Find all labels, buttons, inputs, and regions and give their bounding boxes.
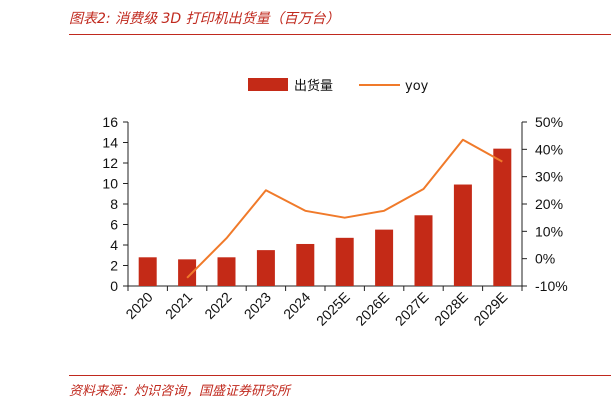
top-rule xyxy=(69,34,611,35)
bar xyxy=(335,237,354,286)
y-right-tick-label: -10% xyxy=(535,278,568,294)
y-right-tick-label: 50% xyxy=(535,114,563,130)
y-left-tick-label: 0 xyxy=(110,278,118,294)
y-right-tick-label: 40% xyxy=(535,141,563,157)
y-right-tick-label: 30% xyxy=(535,169,563,185)
bar xyxy=(217,257,236,286)
yoy-line xyxy=(186,138,503,279)
y-left-tick-label: 10 xyxy=(102,176,118,192)
x-tick-label: 2025E xyxy=(313,289,353,329)
bar xyxy=(453,184,472,286)
bar xyxy=(256,250,275,286)
bar xyxy=(178,259,197,286)
bar xyxy=(414,215,433,286)
figure-title: 图表2: 消费级 3D 打印机出货量（百万台） xyxy=(69,11,340,27)
x-tick-label: 2027E xyxy=(392,289,432,329)
bar xyxy=(493,148,512,286)
x-tick-label: 2020 xyxy=(122,289,155,322)
bar xyxy=(296,243,315,286)
legend-label-line: yoy xyxy=(405,79,429,94)
y-left-tick-label: 2 xyxy=(110,258,118,274)
source-note: 资料来源：灼识咨询，国盛证券研究所 xyxy=(69,384,291,399)
y-left-tick-label: 14 xyxy=(102,135,118,151)
bottom-rule xyxy=(69,375,611,376)
x-tick-label: 2029E xyxy=(470,289,510,329)
legend: 出货量 yoy xyxy=(248,78,429,94)
y-right-tick-label: 20% xyxy=(535,196,563,212)
y-left-tick-label: 6 xyxy=(110,217,118,233)
bar xyxy=(138,257,157,286)
x-tick-label: 2021 xyxy=(162,289,195,322)
legend-label-bar: 出货量 xyxy=(294,78,333,94)
y-right-tick-label: 0% xyxy=(535,251,555,267)
y-left-tick-label: 4 xyxy=(110,237,118,253)
y-left-tick-label: 16 xyxy=(102,114,118,130)
x-tick-label: 2028E xyxy=(431,289,471,329)
y-right-tick-label: 10% xyxy=(535,223,563,239)
x-tick-label: 2023 xyxy=(241,289,274,322)
bar xyxy=(375,229,394,286)
yoy-series-line xyxy=(186,138,503,279)
x-tick-label: 2024 xyxy=(280,289,313,322)
y-left-tick-label: 12 xyxy=(102,155,118,171)
x-tick-label: 2022 xyxy=(201,289,234,322)
bars xyxy=(138,148,512,286)
legend-swatch-bar xyxy=(248,78,288,91)
x-tick-label: 2026E xyxy=(352,289,392,329)
y-left-tick-label: 8 xyxy=(110,196,118,212)
